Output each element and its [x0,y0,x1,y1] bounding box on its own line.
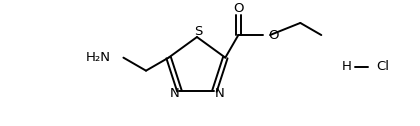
Text: H: H [342,60,352,73]
Text: H₂N: H₂N [85,51,110,64]
Text: O: O [268,29,278,42]
Text: S: S [194,25,202,38]
Text: N: N [214,87,224,100]
Text: O: O [233,2,244,14]
Text: Cl: Cl [376,60,389,73]
Text: N: N [170,87,180,100]
